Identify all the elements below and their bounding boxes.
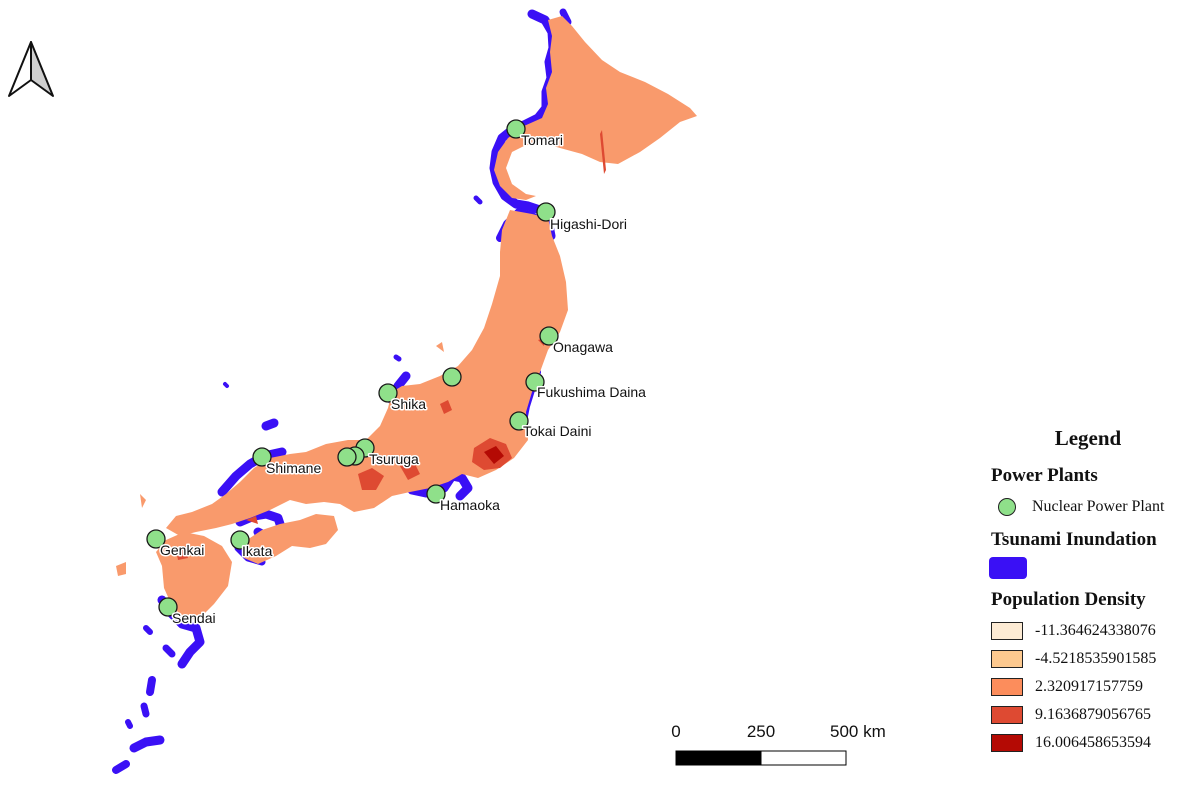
plant-marker-icon <box>506 119 526 139</box>
plant-marker-icon <box>158 597 178 617</box>
scale-label-500: 500 km <box>830 722 886 741</box>
nuclear-power-plants-layer: Tomari Higashi-Dori Onagawa Fukushima Daina… <box>146 119 648 628</box>
nuclear-plant-genkai: Genkai <box>146 529 206 560</box>
plant-label: Tsuruga <box>369 451 419 467</box>
nuclear-plant-fukushima-daina: Fukushima Daina <box>525 372 648 402</box>
nuclear-plant-sendai: Sendai <box>158 597 217 628</box>
north-arrow-icon <box>8 41 54 97</box>
legend-density-title: Population Density <box>991 589 1146 610</box>
plant-label: Shika <box>391 396 426 412</box>
nuclear-plant-onagawa: Onagawa <box>539 326 615 357</box>
legend: Legend Power Plants Nuclear Power Plant … <box>984 420 1202 757</box>
density-swatch <box>991 734 1023 752</box>
legend-density-class-2: -4.5218535901585 <box>991 645 1202 673</box>
plant-marker-icon <box>337 447 357 467</box>
plant-label: Higashi-Dori <box>550 216 627 232</box>
high-density-areas <box>176 130 606 560</box>
plant-label: Onagawa <box>553 339 613 355</box>
plant-label: Fukushima Daina <box>537 384 646 400</box>
legend-density-classes: -11.364624338076 -4.5218535901585 2.320917… <box>984 617 1202 757</box>
population-density-layer <box>116 16 697 620</box>
legend-title: Legend <box>1054 426 1122 450</box>
nuclear-plant-kashiwazaki <box>442 367 462 387</box>
plant-marker-icon <box>536 202 556 222</box>
legend-density-class-5: 16.006458653594 <box>991 729 1202 757</box>
scale-label-250: 250 <box>747 722 775 741</box>
density-class-label: -4.5218535901585 <box>1035 650 1157 667</box>
nuclear-plant-takahama <box>337 447 357 467</box>
plant-label: Ikata <box>242 543 273 559</box>
density-swatch <box>991 622 1023 640</box>
nuclear-plant-higashi-dori: Higashi-Dori <box>536 202 629 234</box>
density-class-label: 2.320917157759 <box>1035 678 1143 695</box>
nuclear-plant-shimane: Shimane <box>252 447 323 478</box>
density-class-label: -11.364624338076 <box>1035 622 1156 639</box>
legend-density-class-4: 9.1636879056765 <box>991 701 1202 729</box>
legend-density-class-1: -11.364624338076 <box>991 617 1202 645</box>
scale-label-0: 0 <box>671 722 680 741</box>
plant-marker-icon <box>525 372 545 392</box>
nuclear-plant-tokai-daini: Tokai Daini <box>509 411 593 441</box>
legend-power-plants-title: Power Plants <box>991 465 1098 486</box>
legend-plant-entry: Nuclear Power Plant <box>991 493 1202 521</box>
nuclear-plant-hamaoka: Hamaoka <box>426 484 502 515</box>
plant-marker-icon <box>146 529 166 549</box>
plant-label: Tokai Daini <box>523 423 591 439</box>
density-swatch <box>991 706 1023 724</box>
tsunami-swatch <box>989 557 1027 579</box>
nuclear-plant-tsuruga: Tsuruga <box>355 438 421 469</box>
density-swatch <box>991 650 1023 668</box>
plant-label: Tomari <box>521 132 563 148</box>
legend-plant-label: Nuclear Power Plant <box>1032 498 1165 515</box>
nuclear-plant-tomari: Tomari <box>506 119 565 150</box>
plant-label: Hamaoka <box>440 497 500 513</box>
plant-marker-icon <box>442 367 462 387</box>
plant-marker-icon <box>539 326 559 346</box>
plant-label: Genkai <box>160 542 204 558</box>
plant-marker-icon <box>252 447 272 467</box>
nuclear-plant-shika: Shika <box>378 383 428 414</box>
density-swatch <box>991 678 1023 696</box>
plant-marker-icon <box>378 383 398 403</box>
density-class-label: 16.006458653594 <box>1035 734 1151 751</box>
plant-marker-icon <box>998 498 1016 516</box>
density-class-label: 9.1636879056765 <box>1035 706 1151 723</box>
plant-marker-icon <box>230 530 250 550</box>
scale-bar: 0 250 500 km <box>671 722 886 766</box>
plant-marker-icon <box>426 484 446 504</box>
plant-marker-icon <box>509 411 529 431</box>
legend-density-class-3: 2.320917157759 <box>991 673 1202 701</box>
nuclear-plant-ikata: Ikata <box>230 530 274 561</box>
legend-tsunami-title: Tsunami Inundation <box>991 529 1157 550</box>
plant-label: Shimane <box>266 460 321 476</box>
plant-label: Sendai <box>172 610 216 626</box>
scale-bar-white-segment <box>760 750 847 766</box>
scale-bar-black-segment <box>675 750 762 766</box>
